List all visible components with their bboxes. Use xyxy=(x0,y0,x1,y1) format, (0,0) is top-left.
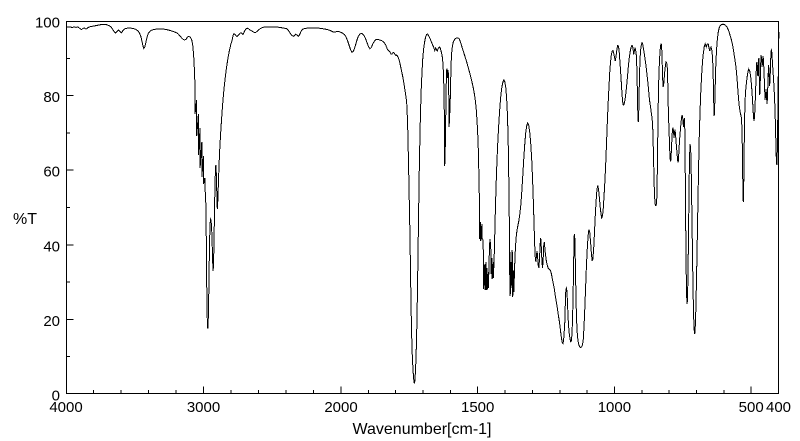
svg-text:3000: 3000 xyxy=(187,399,220,416)
svg-text:4000: 4000 xyxy=(49,399,82,416)
svg-text:500: 500 xyxy=(739,399,764,416)
svg-text:%T: %T xyxy=(13,211,37,228)
svg-text:Wavenumber[cm-1]: Wavenumber[cm-1] xyxy=(353,421,492,438)
svg-text:80: 80 xyxy=(43,89,60,106)
svg-text:40: 40 xyxy=(43,238,60,255)
svg-text:1500: 1500 xyxy=(461,399,494,416)
svg-text:20: 20 xyxy=(43,313,60,330)
svg-text:0: 0 xyxy=(52,388,60,405)
svg-text:400: 400 xyxy=(766,399,791,416)
svg-text:1000: 1000 xyxy=(598,399,631,416)
svg-text:2000: 2000 xyxy=(324,399,357,416)
svg-text:60: 60 xyxy=(43,164,60,181)
svg-text:100: 100 xyxy=(35,15,60,32)
